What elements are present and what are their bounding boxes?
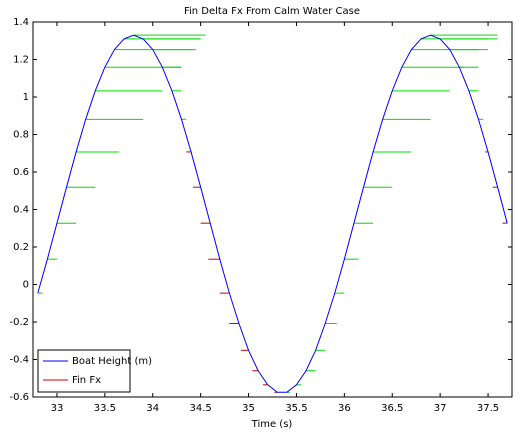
x-tick-label: 37.5 [477,403,499,414]
chart-title: Fin Delta Fx From Calm Water Case [184,6,360,17]
y-tick-label: 0.4 [13,205,29,216]
y-tick-label: 0.2 [13,242,29,253]
x-tick-label: 34.5 [190,403,212,414]
y-tick-label: -0.2 [9,317,29,328]
y-tick-label: -0.6 [9,392,29,403]
x-tick-label: 35.5 [285,403,307,414]
y-tick-label: 1.4 [13,17,29,28]
y-tick-label: 1.2 [13,55,29,66]
x-tick-label: 37 [434,403,447,414]
x-tick-label: 36.5 [381,403,403,414]
x-axis-label: Time (s) [251,419,293,430]
ticks: -0.6 -0.4 -0.2 0 0.2 0.4 0.6 0.8 1 1.2 1.4 33 33.5 34… [9,17,512,414]
legend-box [37,349,131,393]
x-tick-label: 33 [51,403,64,414]
x-tick-label: 35 [242,403,255,414]
y-tick-label: -0.4 [9,355,29,366]
y-tick-label: 1 [23,92,29,103]
x-tick-label: 36 [338,403,351,414]
legend-label: Fin Fx [72,375,101,386]
x-tick-label: 34 [146,403,159,414]
legend: Boat Height (m) Fin Fx [37,349,152,393]
y-tick-label: 0.8 [13,130,29,141]
boat-height-line [37,34,508,393]
plot-area [37,34,508,393]
legend-label: Boat Height (m) [72,356,152,367]
y-tick-label: 0.6 [13,167,29,178]
y-tick-label: 0 [23,280,29,291]
x-tick-label: 33.5 [94,403,116,414]
